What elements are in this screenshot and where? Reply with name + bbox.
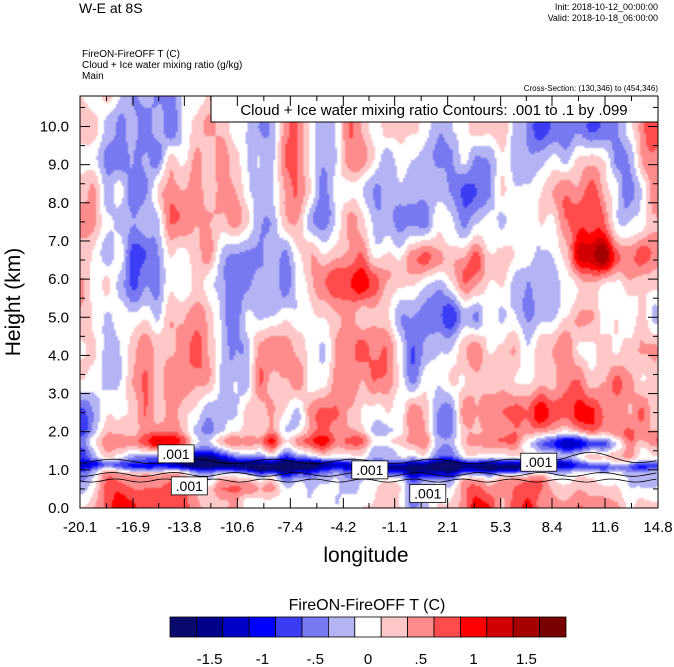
x-tick-label: 14.8 <box>643 519 672 536</box>
chart-title: Cloud + Ice water mixing ratio Contours:… <box>240 102 627 119</box>
colorbar-swatch <box>354 616 382 638</box>
colorbar-swatch <box>222 616 250 638</box>
colorbar-label: -.5 <box>306 651 324 667</box>
colorbar-label: -1.5 <box>197 651 223 667</box>
x-tick-label: 2.1 <box>437 519 458 536</box>
y-tick-label: 10.0 <box>40 119 69 136</box>
contour-label: .001 <box>414 486 441 502</box>
valid-time-label: Valid: 2018-10-18_06:00:00 <box>547 13 658 23</box>
y-tick-label: 6.0 <box>48 271 69 288</box>
y-tick-label: 0.0 <box>48 500 69 517</box>
y-tick-label: 5.0 <box>48 309 69 326</box>
contour-label: .001 <box>162 446 189 462</box>
y-tick-label: 7.0 <box>48 233 69 250</box>
main-title: W-E at 8S <box>79 0 143 16</box>
colorbar-labels: -1.5 -1 -.5 0 .5 1 1.5 <box>197 651 537 667</box>
contour-label: .001 <box>525 454 552 470</box>
contour-label: .001 <box>176 478 203 494</box>
x-tick-label: 5.3 <box>490 519 511 536</box>
contour-label: .001 <box>356 462 383 478</box>
x-tick-label: -16.9 <box>116 519 150 536</box>
colorbar-swatch <box>459 616 488 638</box>
chart-title-box: Cloud + Ice water mixing ratio Contours:… <box>210 95 659 123</box>
colorbar <box>169 616 567 638</box>
y-axis-label: Height (km) <box>2 248 25 357</box>
x-tick-label: 8.4 <box>542 519 563 536</box>
contour-label-box <box>520 452 558 472</box>
colorbar-swatch <box>486 616 514 638</box>
contour-labels: .001 .001 .001 .001 .001 <box>157 444 558 503</box>
contour-label-box <box>351 460 389 480</box>
colorbar-swatch <box>407 616 435 638</box>
temperature-anomaly-field <box>80 96 658 508</box>
y-tick-label: 4.0 <box>48 347 69 364</box>
cross-section-label: Cross-Section: (130,346) to (454,346) <box>523 84 658 93</box>
colorbar-title: FireON-FireOFF T (C) <box>289 597 446 614</box>
x-tick-label: -7.4 <box>277 519 303 536</box>
colorbar-swatch <box>433 616 461 638</box>
colorbar-label: 1 <box>469 651 477 667</box>
colorbar-swatch <box>275 616 303 638</box>
colorbar-swatch <box>539 616 567 638</box>
colorbar-swatch <box>380 616 409 638</box>
x-axis-label: longitude <box>323 544 408 567</box>
subtitle-domain: Main <box>82 71 104 82</box>
x-tick-label: 11.6 <box>591 519 619 536</box>
y-tick-label: 1.0 <box>48 462 69 479</box>
y-tick-label: 2.0 <box>48 424 69 441</box>
colorbar-label: .5 <box>415 651 428 667</box>
x-tick-label: -4.2 <box>330 519 356 536</box>
subtitle-field: FireON-FireOFF T (C) <box>82 49 180 60</box>
y-axis: 0.0 1.0 2.0 3.0 4.0 5.0 6.0 7.0 8.0 9.0 10.0 <box>40 106 658 517</box>
contour-label-box <box>170 476 208 496</box>
y-tick-label: 3.0 <box>48 386 69 403</box>
x-tick-label: -20.1 <box>63 519 97 536</box>
colorbar-swatch <box>327 616 356 638</box>
colorbar-swatch <box>195 616 224 638</box>
y-tick-label: 8.0 <box>48 195 69 212</box>
init-time-label: Init: 2018-10-12_00:00:00 <box>554 2 658 12</box>
colorbar-swatch <box>301 616 329 638</box>
colorbar-label: -1 <box>256 651 269 667</box>
x-tick-label: -10.6 <box>220 519 254 536</box>
colorbar-swatch <box>512 616 541 638</box>
contour-label-box <box>157 444 195 464</box>
colorbar-swatch <box>169 616 197 638</box>
contour-label-box <box>409 484 447 503</box>
x-tick-label: -1.1 <box>382 519 408 536</box>
colorbar-label: 0 <box>364 651 372 667</box>
y-tick-label: 9.0 <box>48 157 69 174</box>
colorbar-swatch <box>248 616 276 638</box>
subtitle-contour-field: Cloud + Ice water mixing ratio (g/kg) <box>82 60 243 71</box>
x-tick-label: -13.8 <box>167 519 201 536</box>
colorbar-label: 1.5 <box>516 651 537 667</box>
x-axis: -20.1 -16.9 -13.8 -10.6 -7.4 -4.2 -1.1 2.1 5.3 8.… <box>63 96 673 536</box>
